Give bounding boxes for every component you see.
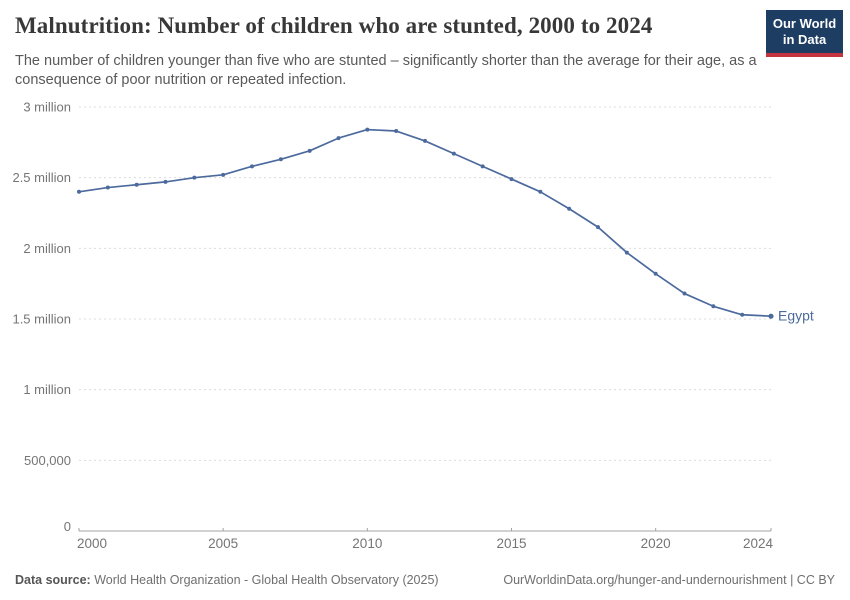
data-point[interactable] bbox=[221, 172, 226, 177]
x-axis-tick-label: 2010 bbox=[352, 536, 382, 551]
y-axis-tick-label: 1 million bbox=[23, 382, 71, 397]
y-axis-tick-label: 500,000 bbox=[24, 453, 71, 468]
x-axis-tick-label: 2005 bbox=[208, 536, 238, 551]
owid-logo: Our World in Data bbox=[766, 10, 843, 57]
data-point[interactable] bbox=[163, 179, 168, 184]
x-axis-tick-label: 2015 bbox=[496, 536, 526, 551]
data-point[interactable] bbox=[653, 271, 658, 276]
data-point[interactable] bbox=[538, 189, 543, 194]
data-source-text: World Health Organization - Global Healt… bbox=[90, 573, 439, 587]
data-point[interactable] bbox=[711, 304, 716, 309]
data-source: Data source: World Health Organization -… bbox=[15, 573, 439, 587]
chart-area: 0 500,000 1 million 1.5 million 2 million 2.5… bbox=[0, 95, 850, 560]
y-axis-tick-label: 2 million bbox=[23, 241, 71, 256]
line-chart: 0 500,000 1 million 1.5 million 2 million 2.5… bbox=[12, 100, 814, 552]
data-point[interactable] bbox=[480, 164, 485, 169]
data-point[interactable] bbox=[682, 291, 687, 296]
data-point[interactable] bbox=[509, 177, 514, 182]
data-source-label: Data source: bbox=[15, 573, 91, 587]
owid-logo-text-line2: in Data bbox=[782, 31, 827, 47]
y-axis-tick-label: 0 bbox=[64, 519, 71, 534]
data-point[interactable] bbox=[278, 157, 283, 162]
series-line[interactable] bbox=[78, 128, 772, 318]
data-point[interactable] bbox=[567, 206, 572, 211]
data-point[interactable] bbox=[134, 182, 139, 187]
data-point[interactable] bbox=[394, 129, 399, 134]
data-point[interactable] bbox=[365, 127, 370, 132]
x-axis-tick-label: 2000 bbox=[77, 536, 107, 551]
data-point[interactable] bbox=[768, 313, 774, 319]
page-title: Malnutrition: Number of children who are… bbox=[15, 13, 653, 38]
data-point[interactable] bbox=[77, 189, 81, 194]
data-point[interactable] bbox=[250, 164, 254, 169]
chart-footer: Data source: World Health Organization -… bbox=[15, 573, 835, 587]
x-axis-tick-label: 2020 bbox=[641, 536, 671, 551]
data-point[interactable] bbox=[740, 312, 745, 317]
chart-subtitle: The number of children younger than five… bbox=[15, 53, 757, 88]
data-point[interactable] bbox=[192, 175, 197, 180]
data-point[interactable] bbox=[423, 138, 427, 143]
data-point[interactable] bbox=[451, 151, 456, 156]
x-axis-tick-label: 2024 bbox=[743, 536, 774, 551]
attribution-link[interactable]: OurWorldinData.org/hunger-and-undernouri… bbox=[503, 573, 835, 587]
data-point[interactable] bbox=[336, 136, 341, 141]
data-point[interactable] bbox=[307, 148, 312, 153]
data-point[interactable] bbox=[624, 250, 629, 255]
owid-logo-text-line1: Our World bbox=[772, 16, 837, 31]
data-point[interactable] bbox=[105, 185, 110, 190]
series-end-label[interactable]: Egypt bbox=[778, 308, 814, 324]
data-point[interactable] bbox=[596, 225, 600, 230]
y-axis-tick-label: 3 million bbox=[23, 100, 71, 115]
y-axis-tick-label: 2.5 million bbox=[12, 170, 71, 185]
y-axis-tick-label: 1.5 million bbox=[12, 312, 71, 327]
